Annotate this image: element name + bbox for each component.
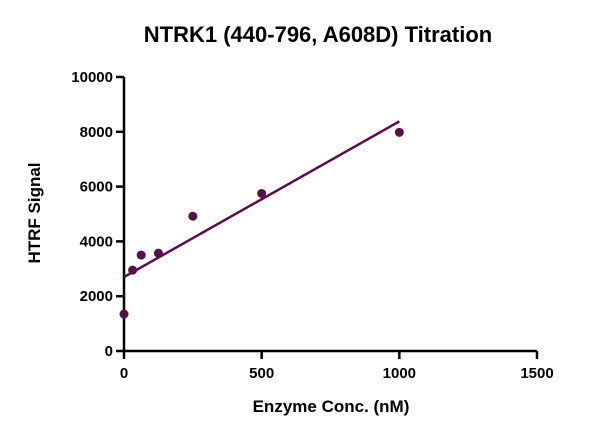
- y-tick-label: 4000: [80, 233, 113, 250]
- data-points: [119, 127, 404, 319]
- x-tick-label: 1500: [520, 365, 553, 382]
- y-axis-label: HTRF Signal: [25, 162, 44, 263]
- data-point: [257, 188, 267, 198]
- data-point: [136, 250, 146, 260]
- y-tick-label: 10000: [71, 69, 113, 86]
- y-ticks: 0 2000 4000 6000 8000 10000: [71, 69, 124, 360]
- x-tick-label: 1000: [383, 365, 416, 382]
- data-point: [119, 309, 129, 319]
- data-point: [153, 248, 163, 258]
- data-point: [394, 127, 404, 137]
- fit-line: [123, 120, 400, 279]
- x-tick-label: 0: [120, 365, 128, 382]
- y-tick-label: 8000: [80, 124, 113, 141]
- data-point: [188, 211, 198, 221]
- chart-title: NTRK1 (440-796, A608D) Titration: [144, 22, 492, 47]
- y-tick-label: 2000: [80, 288, 113, 305]
- x-tick-label: 500: [249, 365, 274, 382]
- x-ticks: 0 500 1000 1500: [120, 351, 554, 382]
- y-tick-label: 6000: [80, 179, 113, 196]
- plot-area: 0 2000 4000 6000 8000 10000 0 500 1000 1500: [71, 69, 553, 382]
- y-tick-label: 0: [105, 343, 113, 360]
- fit-line-layer: [123, 120, 400, 279]
- data-point: [128, 265, 138, 275]
- x-axis-label: Enzyme Conc. (nM): [253, 397, 410, 416]
